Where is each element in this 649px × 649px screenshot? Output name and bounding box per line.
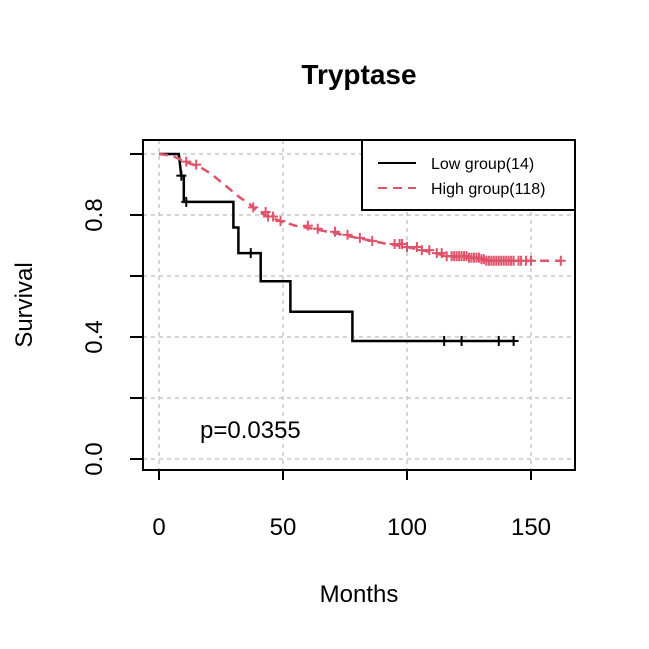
legend-box <box>361 139 576 211</box>
censor-mark-0-0 <box>176 170 187 181</box>
censor-mark-1-0 <box>181 156 192 167</box>
censor-mark-1-12 <box>367 235 378 246</box>
y-tick-label-0: 0.0 <box>81 442 108 475</box>
censor-mark-1-9 <box>330 226 341 237</box>
x-tick-label-1: 50 <box>270 514 297 541</box>
legend-label-low: Low group(14) <box>431 156 534 173</box>
censor-mark-1-8 <box>312 223 323 234</box>
censor-mark-0-2 <box>245 248 256 259</box>
censor-mark-1-7 <box>302 220 313 231</box>
censor-mark-1-52 <box>526 255 536 266</box>
censor-mark-0-1 <box>181 196 192 207</box>
y-axis-label: Survival <box>11 262 38 347</box>
censor-mark-0-4 <box>456 335 467 346</box>
censor-mark-1-19 <box>424 245 435 256</box>
censor-mark-1-6 <box>275 216 286 227</box>
censor-mark-1-5 <box>268 211 279 222</box>
censor-mark-1-10 <box>342 229 353 240</box>
y-axis: 0.0 0.4 0.8 <box>81 153 143 476</box>
x-axis: 0 50 100 150 <box>152 470 551 541</box>
p-value-annotation: p=0.0355 <box>200 417 301 444</box>
x-axis-label: Months <box>320 581 399 608</box>
censor-mark-1-2 <box>248 202 259 213</box>
chart-title: Tryptase <box>301 59 416 90</box>
censor-mark-1-36 <box>478 254 489 265</box>
y-tick-label-2: 0.4 <box>81 320 108 353</box>
x-tick-label-2: 100 <box>387 514 427 541</box>
censor-mark-1-1 <box>191 159 202 170</box>
y-tick-label-4: 0.8 <box>81 198 108 231</box>
censor-mark-0-3 <box>439 335 450 346</box>
censor-mark-1-16 <box>402 242 412 253</box>
censor-mark-1-11 <box>354 232 365 243</box>
censor-mark-0-5 <box>493 335 504 346</box>
censor-mark-1-3 <box>260 206 271 217</box>
grid <box>143 140 575 470</box>
censor-mark-0-6 <box>508 335 519 346</box>
x-tick-label-3: 150 <box>511 514 551 541</box>
legend: Low group(14) High group(118) <box>361 139 576 211</box>
censor-marks <box>176 156 566 346</box>
censor-mark-1-29 <box>461 251 472 262</box>
legend-label-high: High group(118) <box>431 181 545 198</box>
censor-mark-1-53 <box>555 255 566 266</box>
plot-frame <box>142 139 576 471</box>
x-tick-label-0: 0 <box>152 514 165 541</box>
